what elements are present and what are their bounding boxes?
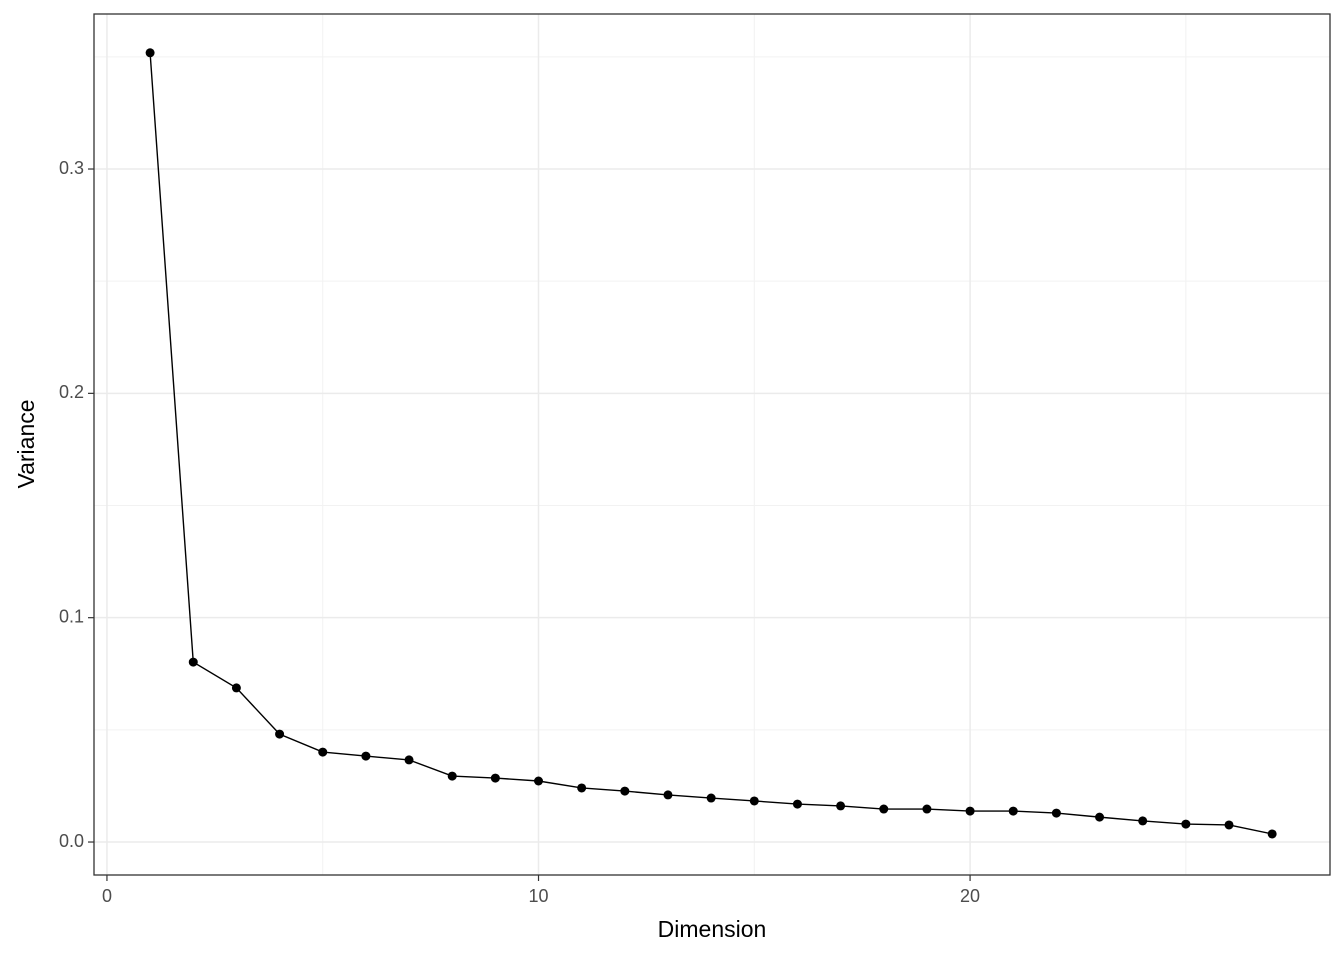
point [836, 801, 846, 811]
y-tick-label: 0.1 [59, 606, 84, 626]
panel-border [93, 13, 1331, 876]
point [1267, 829, 1277, 839]
point [1095, 812, 1105, 822]
y-axis-title: Variance [13, 399, 39, 488]
point [1224, 820, 1234, 830]
point [404, 755, 414, 765]
y-tick-label: 0.3 [59, 158, 84, 178]
point [534, 776, 544, 786]
point [620, 786, 630, 796]
point [1008, 806, 1018, 816]
point [231, 683, 241, 693]
point [361, 751, 371, 761]
point [965, 806, 975, 816]
x-axis-title: Dimension [658, 916, 767, 942]
point [749, 796, 759, 806]
point [577, 783, 587, 793]
point [879, 804, 889, 814]
x-tick-label: 10 [528, 886, 548, 906]
point [145, 48, 155, 58]
point [188, 657, 198, 667]
point [318, 747, 328, 757]
point [922, 804, 932, 814]
point [792, 799, 802, 809]
point [275, 729, 285, 739]
x-tick-label: 0 [102, 886, 112, 906]
point [1181, 819, 1191, 829]
y-tick-label: 0.0 [59, 831, 84, 851]
point [1051, 808, 1061, 818]
point [447, 771, 457, 781]
point [1138, 816, 1148, 826]
x-tick-label: 20 [960, 886, 980, 906]
y-tick-label: 0.2 [59, 382, 84, 402]
point [663, 790, 673, 800]
point [490, 773, 500, 783]
point [706, 793, 716, 803]
